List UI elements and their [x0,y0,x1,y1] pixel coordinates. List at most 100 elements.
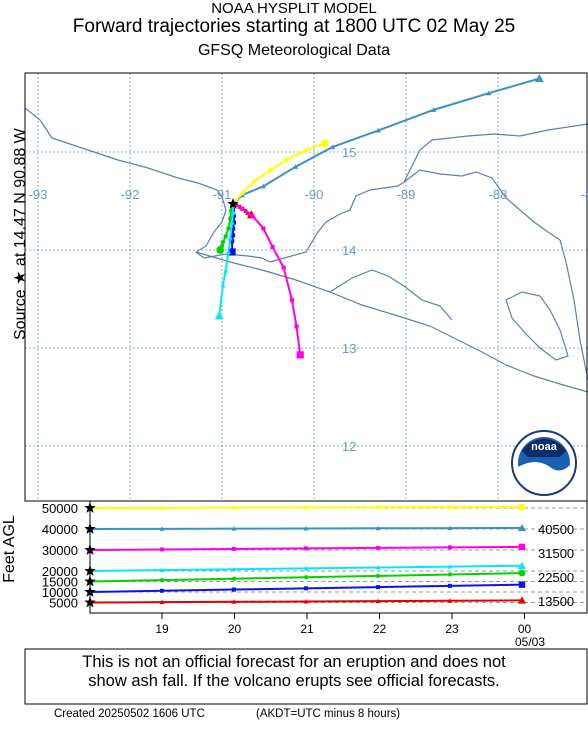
trajectory-point [375,573,381,579]
noaa-logo-text: noaa [531,441,558,453]
height-tick-label: 10000 [42,585,78,600]
trajectory-point [518,523,526,532]
trajectory-point [518,596,526,604]
trajectory-point [240,206,245,211]
height-line-blue [89,581,526,593]
time-tick-label: 00 [518,622,532,636]
final-height-labels: 40500 31500 22500 13500 [538,522,574,609]
trajectory-point [226,226,231,231]
star-icon [84,586,96,597]
final-height-label: 31500 [538,546,574,561]
map-frame [24,72,588,502]
trajectory-point [448,583,452,588]
trajectory-point [518,581,526,588]
trajectory-point [214,311,224,320]
trajectory-magenta [232,203,304,359]
trajectory-point [232,587,236,592]
trajectory-point [518,503,526,511]
lat-label: 15 [342,145,356,160]
height-tick-label: 15000 [42,575,78,590]
lat-lon-grid [25,73,587,501]
height-tick-label: 40000 [42,522,78,537]
time-tick-label: 21 [300,622,314,636]
trajectory-point [267,168,273,173]
time-tick-label: 22 [373,622,387,636]
trajectory-point [240,190,245,196]
lon-label: -90 [305,187,324,202]
time-tick-label: 23 [445,622,459,636]
disclaimer-line-2: show ash fall. If the volcano erupts see… [88,672,500,690]
trajectory-point [518,569,526,577]
trajectory-point [159,567,165,573]
trajectory-point [228,248,236,256]
trajectory-point [251,179,257,184]
longitude-labels: -93 -92 -91 -90 -89 -88 -87 [29,187,588,202]
star-icon [84,596,96,608]
height-tick-label: 50000 [42,501,78,516]
trajectory-yellow [232,139,329,205]
lon-label: -92 [121,187,140,202]
height-tick-label: 30000 [42,543,78,558]
time-axis-ticks: 19 20 21 22 23 00 [155,613,531,636]
trajectory-point [447,525,453,531]
trajectory-point [304,147,309,153]
trajectory-point [160,588,164,593]
coastlines-borders [25,107,588,393]
trajectory-point [329,144,335,150]
trajectory-title: Forward trajectories starting at 1800 UT… [72,16,516,37]
trajectory-map: -93 -92 -91 -90 -89 -88 -87 15 14 13 12 noaa [24,72,588,502]
height-line-steelblue [89,523,526,532]
final-height-label: 40500 [538,522,574,537]
timezone-note: (AKDT=UTC minus 8 hours) [256,708,401,720]
disclaimer-frame [24,648,588,705]
height-line-magenta [89,543,526,552]
trajectory-point [231,220,237,225]
noaa-logo: noaa [511,430,577,496]
lat-label: 13 [342,341,356,356]
trajectory-path [232,203,302,355]
lon-label: -91 [213,187,232,202]
lon-label: -89 [397,187,416,202]
trajectory-point [304,546,308,551]
caribbean-coast [403,123,588,183]
trajectory-steelblue [232,74,544,205]
trajectory-point [225,249,232,255]
trajectory-point [375,598,381,604]
trajectory-point [518,543,526,551]
height-tick-label: 5000 [49,596,78,611]
trajectory-point [447,505,453,510]
model-title: NOAA HYSPLIT MODEL [211,0,377,17]
trajectory-point [303,525,309,531]
trajectory-point [159,505,165,510]
border-central [269,181,405,263]
trajectory-point [294,324,299,329]
trajectory-cyan [214,203,236,320]
start-star-icons [84,502,96,608]
trajectory-point [284,157,289,163]
trajectory-path [232,77,540,205]
trajectory-point [230,239,235,244]
trajectory-point [261,226,266,231]
height-line-cyan [89,561,526,573]
trajectory-point [447,564,453,569]
height-line-yellow [89,503,526,511]
trajectory-point [220,239,226,245]
trajectory-point [231,576,237,581]
height-tick-label: 20000 [42,564,78,579]
trajectory-point [227,235,233,241]
trajectory-point [223,234,228,239]
trajectory-point [375,505,381,510]
trajectory-point [231,599,237,604]
trajectory-point [303,598,309,604]
trajectory-point [303,565,309,571]
trajectory-point [160,547,164,552]
trajectory-point [376,545,380,550]
trajectory-point [321,139,329,148]
trajectory-point [231,566,237,572]
lat-label: 12 [342,439,356,454]
star-icon [227,197,239,209]
trajectory-point [159,599,165,605]
trajectory-point [431,107,437,112]
